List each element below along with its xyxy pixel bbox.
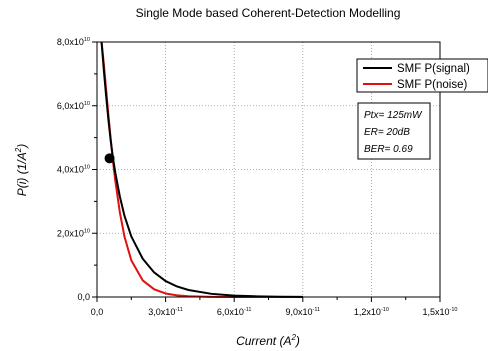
y-tick-label: 0,0 [77, 292, 90, 302]
annotation-frame [357, 102, 431, 160]
x-tick-label: 6,0x10-11 [217, 307, 252, 317]
legend: SMF P(signal) SMF P(noise) [356, 58, 488, 93]
y-axis-label: P(i) (1/A2) [14, 144, 29, 196]
x-tick-label: 0,0 [91, 307, 104, 317]
x-ticks: 0,0 3,0x10-11 6,0x10-11 9,0x10-11 1,2x10-10 1… [91, 297, 458, 317]
x-axis-label: Current (A2) [236, 333, 300, 348]
y-tick-label: 2,0x1010 [57, 228, 90, 238]
legend-box [356, 58, 488, 93]
y-tick-label: 4,0x1010 [57, 165, 90, 175]
x-tick-label: 3,0x10-11 [148, 307, 183, 317]
legend-label-signal: SMF P(signal) [397, 63, 470, 75]
y-tick-label: 6,0x1010 [57, 101, 90, 111]
y-tick-label: 8,0x1010 [57, 37, 90, 47]
y-ticks: 0,0 2,0x1010 4,0x1010 6,0x1010 8,0x1010 [57, 37, 97, 302]
annotation-box: Ptx= 125mW ER= 20dB BER= 0.69 [357, 102, 431, 160]
annotation-ptx: Ptx= 125mW [364, 110, 423, 121]
x-tick-label: 1,5x10-10 [423, 307, 458, 317]
intersection-marker [104, 153, 115, 164]
annotation-er: ER= 20dB [364, 127, 410, 138]
legend-label-noise: SMF P(noise) [397, 79, 467, 91]
chart-title: Single Mode based Coherent-Detection Mod… [136, 6, 401, 20]
series-line-signal [100, 41, 303, 298]
annotation-ber: BER= 0.69 [364, 144, 413, 155]
x-tick-label: 1,2x10-10 [354, 307, 389, 317]
x-tick-label: 9,0x10-11 [286, 307, 321, 317]
